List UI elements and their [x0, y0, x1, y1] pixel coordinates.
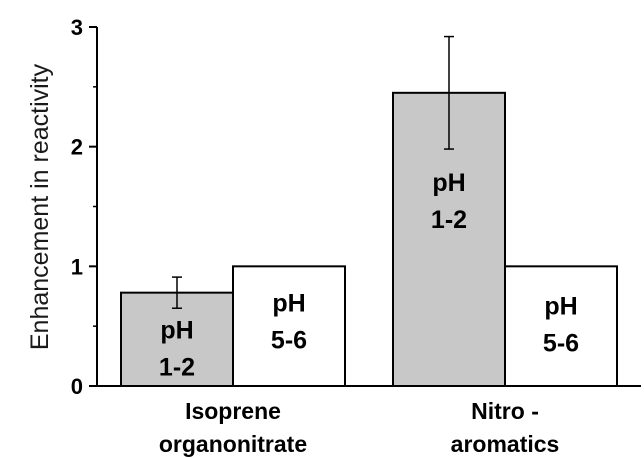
y-tick-label: 2: [71, 135, 83, 160]
bar-label: pH: [160, 317, 193, 345]
x-tick-label: Nitro -: [471, 398, 539, 424]
bar-label: 5-6: [543, 329, 579, 357]
y-tick-label: 1: [71, 254, 83, 279]
bars: [120, 91, 618, 388]
bar-label: 5-6: [271, 326, 307, 354]
x-tick-label: aromatics: [451, 431, 560, 457]
bar-label: pH: [272, 289, 305, 317]
y-axis-label: Enhancement in reactivity: [26, 63, 54, 350]
error-bars: [172, 35, 454, 309]
bar-label: pH: [544, 292, 577, 320]
y-tick-label: 3: [71, 15, 83, 40]
x-axis: Isoprene organonitrate Nitro - aromatics: [97, 385, 641, 457]
bar-label: 1-2: [431, 206, 467, 234]
bar: [504, 265, 618, 388]
y-axis: 0 1 2 3: [71, 15, 98, 399]
bar-labels: pH 1-2 pH 5-6 pH 1-2 pH 5-6: [159, 169, 579, 382]
x-tick-label: organonitrate: [159, 431, 307, 457]
x-tick-label: Isoprene: [185, 398, 281, 424]
y-tick-label: 0: [71, 374, 83, 399]
bar-label: pH: [432, 169, 465, 197]
bar-label: 1-2: [159, 354, 195, 382]
